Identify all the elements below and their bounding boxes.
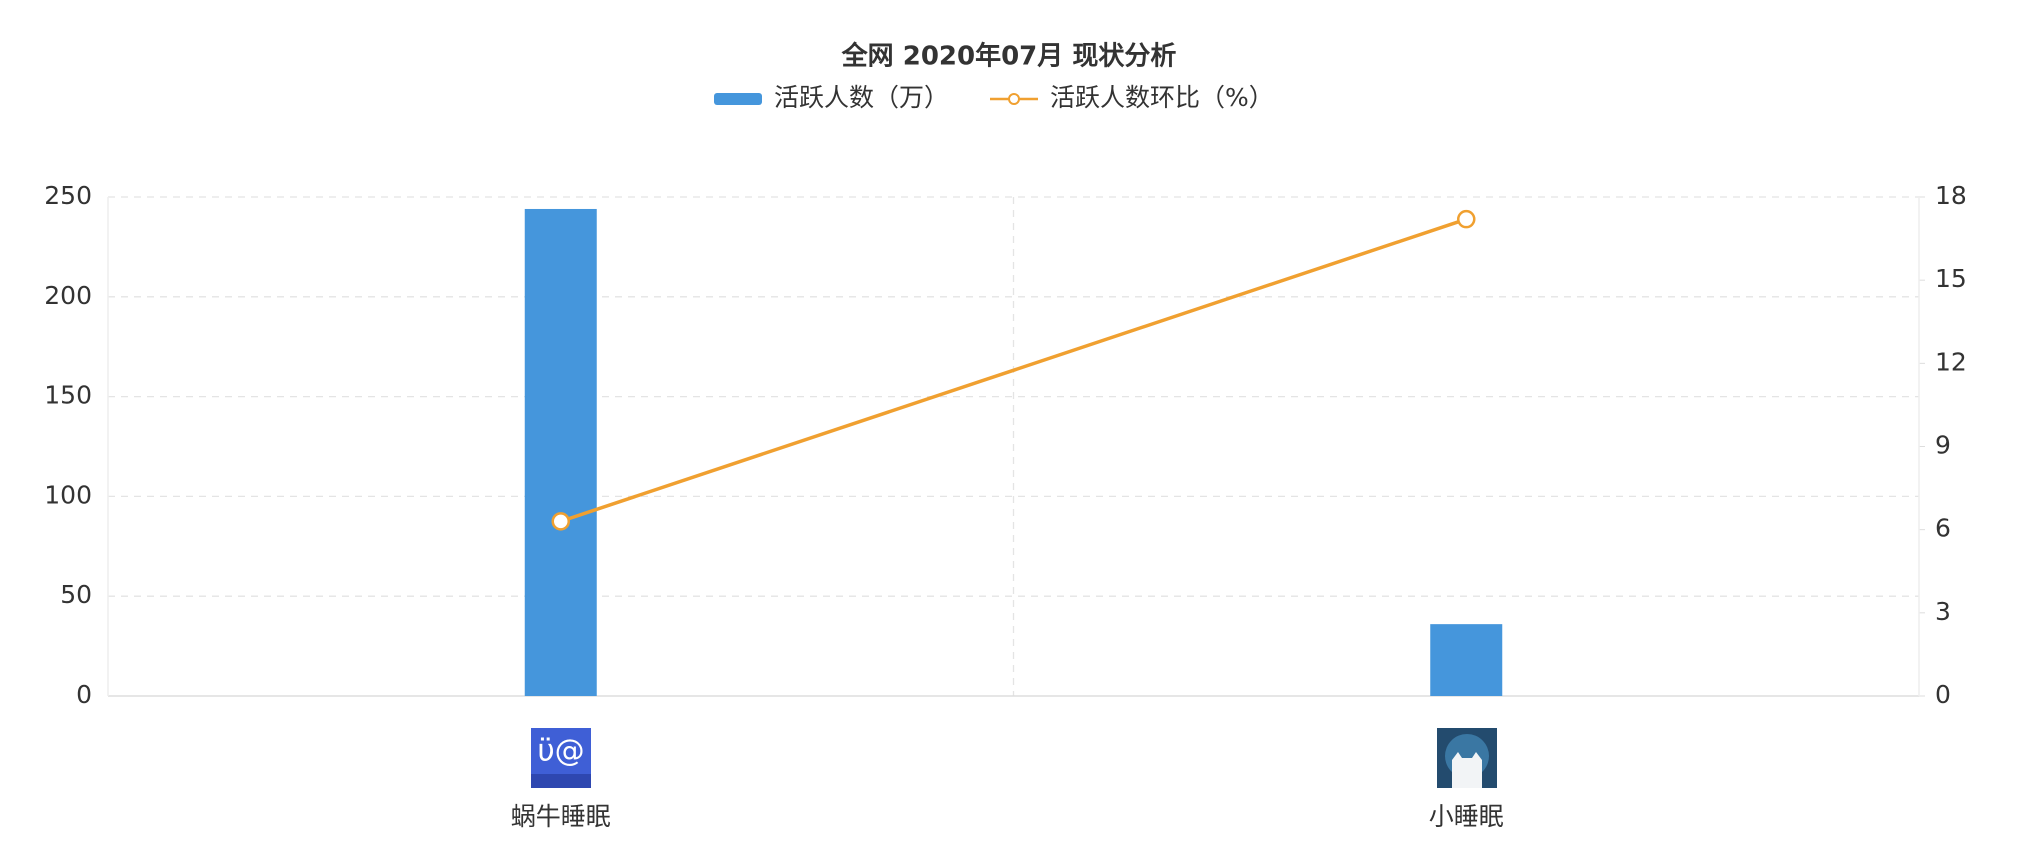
- bar: [524, 208, 597, 696]
- y2-tick-label: 12: [1935, 347, 1967, 376]
- y2-tick-label: 6: [1935, 514, 1951, 543]
- y2-tick-label: 0: [1935, 680, 1951, 709]
- legend-label: 活跃人数环比（%）: [1050, 83, 1274, 112]
- y-tick-label: 200: [44, 281, 92, 310]
- y2-tick-label: 3: [1935, 597, 1951, 626]
- y-tick-label: 250: [44, 181, 92, 210]
- y2-tick-label: 18: [1935, 181, 1967, 210]
- x-tick-label: 蜗牛睡眠: [511, 802, 611, 831]
- chart-title: 全网 2020年07月 现状分析: [841, 41, 1177, 72]
- legend-swatch: [714, 93, 762, 105]
- y2-tick-label: 9: [1935, 431, 1951, 460]
- x-tick-label: 小睡眠: [1429, 802, 1504, 831]
- line: [560, 217, 1467, 524]
- y-tick-label: 0: [76, 680, 92, 709]
- app-icon: ϋ@: [531, 728, 591, 788]
- app-icon: [1437, 728, 1497, 788]
- y-tick-label: 50: [60, 580, 92, 609]
- line-point: [1457, 209, 1476, 229]
- svg-text:ϋ@: ϋ@: [537, 734, 584, 769]
- y-tick-label: 150: [44, 381, 92, 410]
- bar: [1430, 624, 1503, 696]
- line-point: [551, 512, 570, 531]
- y-tick-label: 100: [44, 480, 92, 509]
- y2-tick-label: 15: [1935, 264, 1967, 293]
- legend-swatch: [1008, 93, 1020, 105]
- legend-label: 活跃人数（万）: [774, 83, 949, 112]
